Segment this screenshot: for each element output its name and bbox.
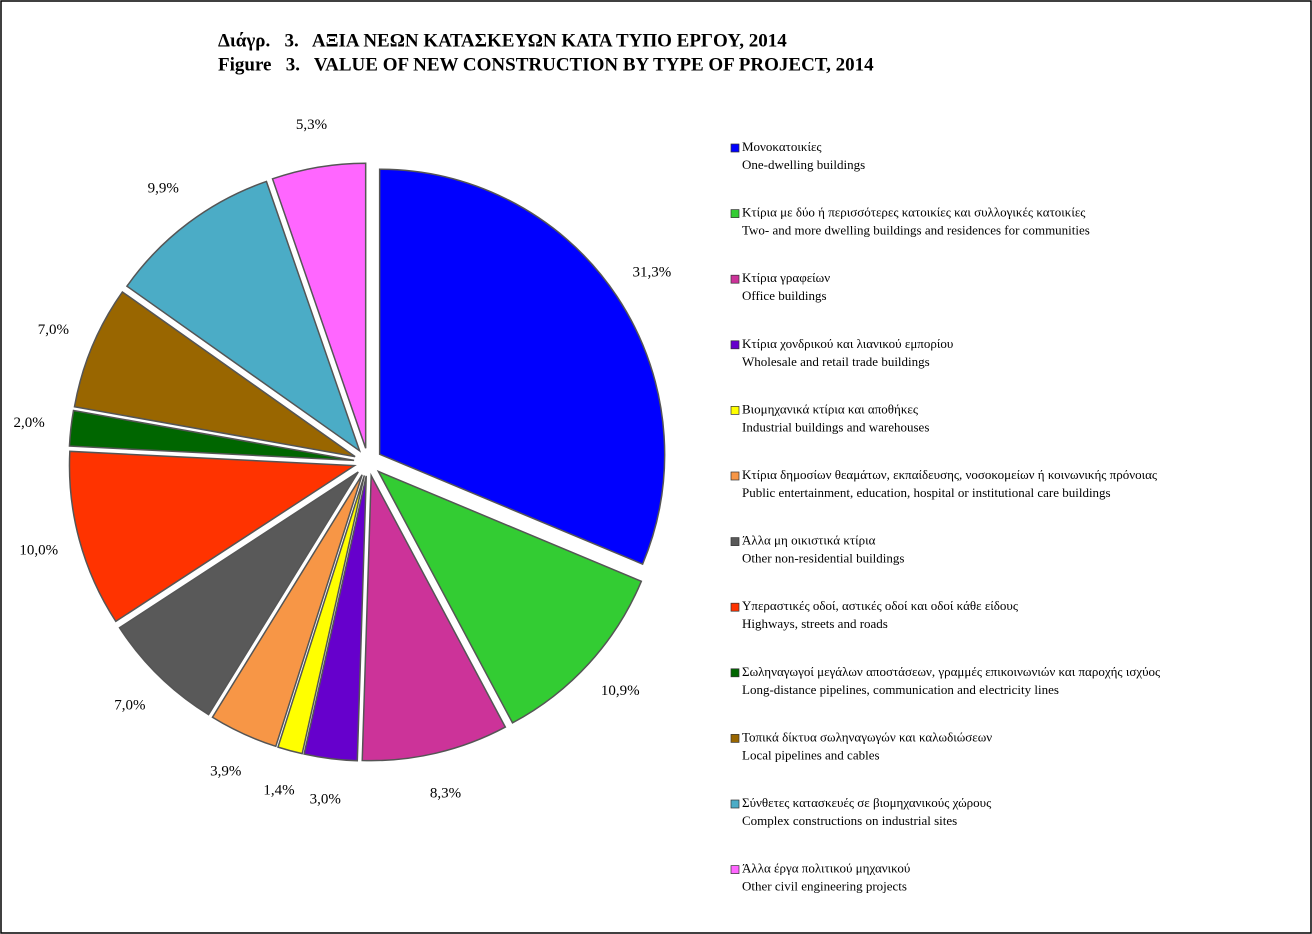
data-label: 2,0% (14, 415, 45, 431)
chart-subtitle: Figure 3. VALUE OF NEW CONSTRUCTION BY T… (218, 54, 874, 75)
legend-label: Wholesale and retail trade buildings (742, 354, 930, 369)
pie-slice (376, 469, 643, 724)
legend-label: Highways, streets and roads (742, 616, 888, 631)
legend-label: Long-distance pipelines, communication a… (742, 682, 1059, 697)
legend-label: Κτίρια δημοσίων θεαμάτων, εκπαίδευσης, ν… (742, 467, 1158, 482)
legend-swatch (730, 471, 740, 481)
legend-label: Κτίρια με δύο ή περισσότερες κατοικίες κ… (742, 205, 1086, 220)
pie-slice (125, 180, 362, 453)
pie-slice (303, 475, 367, 762)
pie-slice (211, 474, 363, 748)
legend-swatch (730, 668, 740, 678)
data-label: 10,0% (19, 542, 58, 558)
legend-swatch (730, 209, 740, 218)
pie-slice (378, 168, 666, 566)
legend-label: Two- and more dwelling buildings and res… (742, 223, 1090, 238)
legend-label: Σύνθετες κατασκευές σε βιομηχανικούς χώρ… (742, 795, 992, 810)
legend-label: Κτίρια γραφείων (742, 270, 830, 285)
legend-label: Σωληναγωγοί μεγάλων αποστάσεων, γραμμές … (742, 664, 1161, 679)
legend-label: Local pipelines and cables (742, 747, 880, 762)
legend-label: Άλλα μη οικιστικά κτίρια (742, 533, 876, 548)
data-label: 7,0% (114, 698, 145, 714)
data-label: 7,0% (38, 322, 69, 338)
legend-label: Office buildings (742, 288, 827, 303)
legend-swatch (730, 143, 740, 153)
legend-label: One-dwelling buildings (742, 157, 865, 172)
legend-label: Κτίρια χονδρικού και λιανικού εμπορίου (742, 336, 953, 351)
legend-label: Public entertainment, education, hospita… (742, 485, 1111, 500)
legend-label: Other non-residential buildings (742, 551, 904, 566)
data-label: 31,3% (632, 264, 671, 280)
pie-slice (277, 475, 366, 755)
legend-label: Complex constructions on industrial site… (742, 813, 957, 828)
legend-label: Industrial buildings and warehouses (742, 419, 929, 434)
legend-label: Other civil engineering projects (742, 879, 907, 894)
chart-title: Διάγρ. 3. ΑΞΙΑ ΝΕΩΝ ΚΑΤΑΣΚΕΥΩΝ ΚΑΤΑ ΤΥΠΟ… (218, 30, 787, 51)
legend-swatch (730, 602, 740, 612)
legend-label: Άλλα έργα πολιτικού μηχανικού (742, 861, 910, 876)
legend-label: Τοπικά δίκτυα σωληναγωγών και καλωδιώσεω… (742, 729, 992, 744)
pie-slice (68, 409, 355, 462)
legend-label: Υπεραστικές οδοί, αστικές οδοί και οδοί … (742, 598, 1019, 613)
pie-slice (361, 472, 507, 762)
legend-swatch (730, 340, 740, 350)
data-label: 1,4% (263, 783, 294, 799)
data-label: 10,9% (601, 683, 640, 699)
legend-swatch (730, 274, 740, 284)
data-label: 3,0% (310, 792, 341, 808)
legend-swatch (730, 799, 740, 809)
pie-slice (118, 471, 359, 716)
pie-slice (73, 290, 356, 458)
legend-swatch (730, 537, 740, 546)
data-label: 5,3% (296, 117, 327, 133)
legend-swatch (730, 406, 740, 415)
pie-slice (271, 162, 367, 449)
legend-label: Βιομηχανικά κτίρια και αποθήκες (742, 401, 919, 416)
data-label: 8,3% (430, 786, 461, 802)
data-label: 3,9% (210, 763, 241, 779)
legend-label: Μονοκατοικίες (742, 139, 822, 154)
legend-swatch (730, 865, 740, 874)
pie-slice (68, 450, 357, 623)
legend-swatch (730, 734, 740, 743)
data-label: 9,9% (148, 181, 179, 197)
